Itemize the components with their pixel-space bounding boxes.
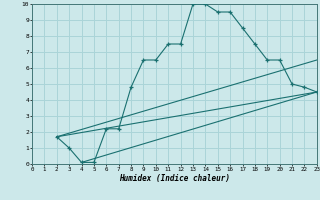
X-axis label: Humidex (Indice chaleur): Humidex (Indice chaleur): [119, 174, 230, 183]
